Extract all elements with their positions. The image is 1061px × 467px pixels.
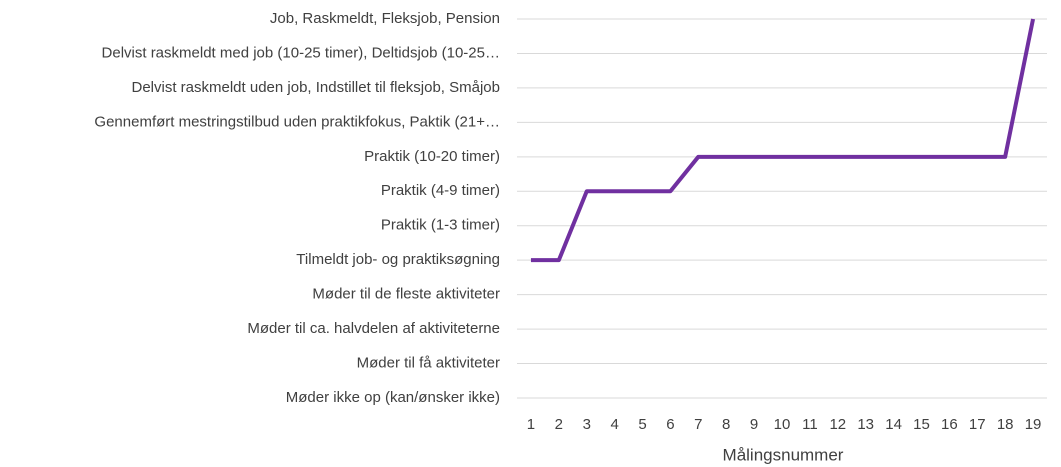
x-tick-label: 15 (913, 416, 930, 433)
y-tick-label: Praktik (10-20 timer) (364, 148, 500, 165)
y-tick-label: Møder til de fleste aktiviteter (312, 286, 500, 303)
x-tick-label: 5 (638, 416, 646, 433)
data-line (530, 18, 1036, 263)
x-axis-title: Målingsnummer (723, 445, 844, 464)
y-tick-label: Delvist raskmeldt med job (10-25 timer),… (102, 44, 500, 61)
x-tick-label: 11 (802, 416, 818, 433)
y-tick-label: Møder til ca. halvdelen af aktiviteterne (247, 320, 500, 337)
x-tick-label: 10 (774, 416, 791, 433)
x-tick-label: 19 (1025, 416, 1042, 433)
y-tick-label: Praktik (4-9 timer) (381, 182, 500, 199)
x-tick-label: 6 (666, 416, 674, 433)
y-tick-label: Delvist raskmeldt uden job, Indstillet t… (132, 79, 501, 96)
x-tick-label: 8 (722, 416, 730, 433)
y-tick-label: Møder til få aktiviteter (357, 355, 500, 372)
x-tick-label: 4 (610, 416, 618, 433)
x-tick-label: 16 (941, 416, 958, 433)
x-tick-label: 12 (829, 416, 846, 433)
y-tick-label: Møder ikke op (kan/ønsker ikke) (286, 389, 500, 406)
y-tick-label: Tilmeldt job- og praktiksøgning (296, 251, 500, 268)
x-tick-label: 1 (527, 416, 535, 433)
x-tick-label: 9 (750, 416, 758, 433)
x-tick-label: 7 (694, 416, 702, 433)
x-tick-label: 14 (885, 416, 902, 433)
x-tick-label: 17 (969, 416, 986, 433)
x-tick-label: 13 (857, 416, 874, 433)
y-tick-label: Praktik (1-3 timer) (381, 217, 500, 234)
y-tick-label: Gennemført mestringstilbud uden praktikf… (94, 113, 500, 130)
y-tick-label: Job, Raskmeldt, Fleksjob, Pension (270, 10, 500, 27)
x-tick-label: 2 (555, 416, 563, 433)
x-tick-label: 18 (997, 416, 1014, 433)
x-tick-label: 3 (583, 416, 591, 433)
